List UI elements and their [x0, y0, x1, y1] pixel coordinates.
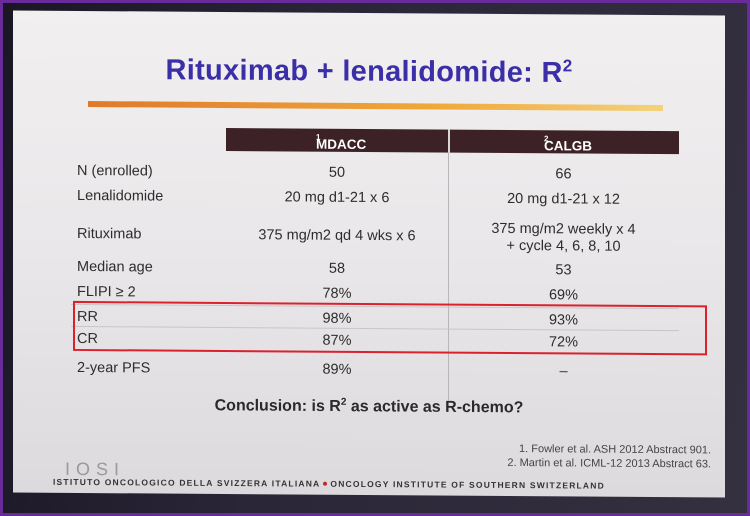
reference-1: 1. Fowler et al. ASH 2012 Abstract 901. — [519, 443, 711, 457]
highlight-box — [73, 300, 707, 356]
calgb-value: 53 — [555, 262, 572, 279]
table-row: N (enrolled) 50 66 — [71, 163, 683, 182]
mdacc-value: 58 — [328, 260, 346, 277]
row-label: N (enrolled) — [77, 162, 153, 180]
row-label: Median age — [77, 258, 153, 276]
row-label: 2-year PFS — [77, 359, 151, 377]
comparison-table: MDACC 1 CALGB 2 N (enrolled) 50 66 Lenalid… — [71, 127, 707, 401]
presentation-slide: Rituximab + lenalidomide: R2 MDACC 1 CALG… — [13, 10, 725, 498]
mdacc-value: 375 mg/m2 qd 4 wks x 6 — [258, 227, 416, 245]
calgb-value: 66 — [555, 166, 572, 183]
mdacc-value: 78% — [322, 285, 352, 302]
footer-dot — [323, 481, 328, 486]
mdacc-value: 89% — [322, 361, 352, 378]
institute-footer: ISTITUTO ONCOLOGICO DELLA SVIZZERA ITALI… — [53, 476, 605, 491]
title-underline — [88, 101, 663, 112]
reference-2: 2. Martin et al. ICML-12 2013 Abstract 6… — [507, 456, 711, 471]
header-calgb: CALGB 2 — [544, 134, 592, 154]
mdacc-value: 20 mg d1-21 x 6 — [284, 189, 390, 207]
row-label: Rituximab — [77, 225, 142, 243]
table-row: FLIPI ≥ 2 78% 69% — [71, 284, 683, 303]
references: 1. Fowler et al. ASH 2012 Abstract 901. … — [507, 442, 711, 471]
table-header: MDACC 1 CALGB 2 — [226, 128, 679, 155]
table-row: Lenalidomide 20 mg d1-21 x 6 20 mg d1-21… — [71, 188, 683, 208]
conclusion-text: Conclusion: is R2 as active as R-chemo? — [214, 396, 524, 417]
calgb-value: 20 mg d1-21 x 12 — [507, 190, 620, 208]
calgb-value: 375 mg/m2 weekly x 4 + cycle 4, 6, 8, 10 — [491, 220, 636, 255]
row-label: FLIPI ≥ 2 — [77, 283, 136, 301]
calgb-value: – — [559, 363, 568, 380]
header-mdacc: MDACC 1 — [316, 132, 367, 152]
slide-title: Rituximab + lenalidomide: R2 — [165, 54, 573, 90]
table-row: Median age 58 53 — [71, 259, 683, 278]
calgb-value: 69% — [548, 287, 579, 304]
table-row: Rituximab 375 mg/m2 qd 4 wks x 6 375 mg/… — [71, 218, 683, 255]
mdacc-value: 50 — [328, 164, 346, 181]
row-label: Lenalidomide — [77, 187, 164, 205]
header-divider — [448, 129, 450, 153]
table-row: 2-year PFS 89% – — [71, 360, 683, 379]
